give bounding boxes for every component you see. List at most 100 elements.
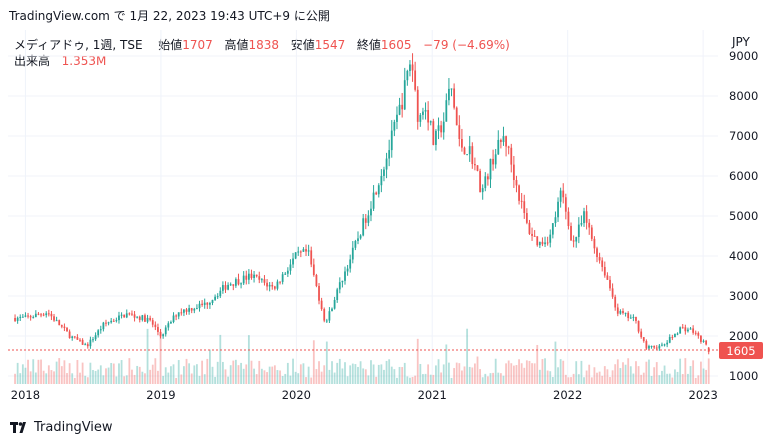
volume-bar	[125, 375, 128, 384]
volume-bar	[476, 356, 479, 384]
volume-bar	[505, 363, 507, 384]
volume-bar	[593, 367, 596, 384]
candle-body	[572, 240, 575, 242]
volume-bar	[679, 358, 682, 384]
candle-body	[40, 314, 42, 316]
candle-body	[546, 242, 549, 244]
volume-bar	[674, 369, 676, 384]
volume-bar	[170, 366, 172, 384]
candle-body	[196, 308, 198, 310]
candle-body	[338, 282, 341, 290]
candle-body	[492, 158, 494, 165]
candle-body	[362, 218, 365, 236]
volume-bar	[668, 373, 671, 384]
candle-body	[468, 146, 471, 155]
volume-bar	[68, 363, 71, 384]
volume-bar	[146, 328, 149, 384]
volume-bar	[554, 341, 557, 384]
volume-bar	[702, 368, 705, 384]
volume-bar	[284, 373, 287, 384]
time-axis[interactable]: 2018 2019 2020 2021 2022 2023	[11, 388, 718, 402]
legend-high-value: 1838	[248, 38, 280, 52]
tradingview-branding[interactable]: TradingView	[10, 420, 113, 435]
volume-bar	[510, 363, 513, 384]
candle-body	[320, 300, 323, 310]
volume-bar	[570, 377, 572, 384]
candle-body	[29, 316, 32, 318]
price-axis[interactable]: 9000 8000 7000 6000 5000 4000 3000 2000 1000	[729, 49, 758, 383]
candle-body	[494, 154, 497, 165]
volume-bar	[193, 365, 196, 384]
volume-bar	[499, 373, 502, 384]
volume-bar	[697, 375, 700, 384]
candle-body	[14, 318, 16, 321]
candle-body	[112, 320, 115, 322]
candle-body	[55, 320, 58, 322]
candle-body	[281, 274, 284, 282]
candle-body	[679, 327, 682, 334]
candle-body	[549, 234, 552, 243]
candle-body	[162, 334, 165, 337]
candle-body	[538, 241, 541, 246]
volume-bar	[328, 369, 331, 384]
candle-body	[242, 275, 245, 284]
volume-bar	[383, 369, 385, 384]
candle-body	[510, 147, 513, 165]
volume-bar	[221, 361, 224, 384]
candle-body	[99, 329, 102, 331]
candle-body	[255, 274, 258, 277]
volume-bar	[455, 362, 458, 384]
price-tick-label: 8000	[729, 89, 758, 103]
candle-body	[416, 89, 419, 122]
volume-bar	[271, 366, 274, 384]
volume-bar	[177, 360, 180, 384]
candle-body	[466, 154, 469, 156]
candle-body	[201, 303, 204, 305]
volume-bar	[650, 375, 653, 384]
legend-symbol[interactable]: メディアドゥ, 1週, TSE	[14, 38, 143, 52]
volume-bar	[266, 372, 268, 384]
volume-bar	[544, 358, 546, 384]
candle-body	[53, 316, 55, 321]
candle-body	[344, 271, 346, 281]
last-price-badge	[719, 342, 763, 359]
candle-body	[445, 100, 448, 122]
candle-body	[279, 281, 281, 283]
volume-bar	[190, 373, 193, 384]
volume-bar	[403, 362, 406, 384]
candle-body	[554, 217, 557, 224]
volume-bar	[635, 361, 637, 384]
volume-bar	[354, 364, 357, 384]
candle-body	[131, 313, 133, 315]
candle-body	[661, 344, 663, 346]
volume-bar	[523, 367, 526, 384]
volume-bar	[525, 360, 528, 384]
volume-bar	[437, 359, 440, 384]
volume-bar	[42, 370, 45, 384]
volume-bar	[110, 362, 113, 384]
volume-bar	[16, 362, 19, 384]
volume-bar	[450, 377, 453, 384]
volume-bar	[310, 377, 313, 384]
candle-body	[463, 147, 466, 155]
volume-bar	[494, 358, 497, 384]
candle-body	[286, 270, 289, 274]
candle-body	[424, 110, 427, 112]
volume-label[interactable]: 出来高	[14, 54, 51, 68]
volume-bar	[237, 365, 240, 384]
volume-bar	[162, 375, 165, 384]
volume-bar	[292, 358, 294, 384]
candle-body	[146, 317, 149, 322]
candle-body	[60, 325, 63, 327]
volume-bar	[229, 365, 232, 384]
candle-body	[603, 266, 606, 276]
volume-bar	[167, 372, 170, 384]
candle-body	[377, 185, 380, 195]
candle-body	[596, 248, 598, 258]
volume-bar	[144, 373, 146, 384]
candle-body	[575, 237, 578, 242]
volume-bar	[105, 368, 107, 384]
volume-bar	[224, 369, 227, 384]
volume-bar	[318, 361, 320, 384]
